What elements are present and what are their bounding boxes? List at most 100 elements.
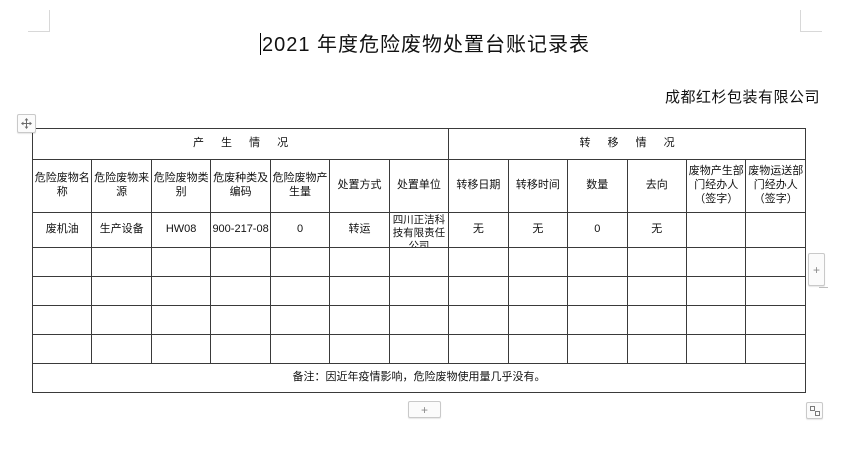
- table-cell[interactable]: HW08: [150, 212, 212, 248]
- column-header-cell[interactable]: 危险废物类别: [150, 159, 212, 213]
- table-cell[interactable]: [685, 305, 747, 335]
- table-cell[interactable]: [745, 247, 806, 277]
- table-cell[interactable]: 无: [507, 212, 569, 248]
- table-cell[interactable]: [210, 334, 271, 364]
- table-note-row[interactable]: 备注：因近年疫情影响，危险废物使用量几乎没有。: [32, 363, 806, 393]
- note-cell[interactable]: 备注：因近年疫情影响，危险废物使用量几乎没有。: [32, 363, 806, 393]
- add-column-label: +: [812, 262, 820, 277]
- table-cell[interactable]: [31, 334, 93, 364]
- table-cell[interactable]: [626, 305, 687, 335]
- table-cell[interactable]: 900-217-08: [210, 212, 271, 248]
- table-cell[interactable]: [31, 276, 93, 306]
- table-cell[interactable]: [329, 276, 390, 306]
- table-row[interactable]: 废机油 生产设备 HW08 900-217-08 0 转运 四川正洁科技有限责任公司无无 0 无: [31, 212, 806, 248]
- ledger-table-container[interactable]: 产 生 情 况转 移 情 况危险废物名称 危险废物来源 危险废物类别 危废种类及编码危…: [31, 128, 806, 393]
- table-cell[interactable]: [150, 276, 212, 306]
- page-title-text: 2021 年度危险废物处置台账记录表: [261, 34, 591, 56]
- table-cell[interactable]: [31, 305, 93, 335]
- column-header-cell[interactable]: 处置方式: [329, 159, 390, 213]
- table-cell[interactable]: [448, 334, 509, 364]
- column-header-cell[interactable]: 废物产生部门经办人（签字）: [685, 159, 747, 213]
- table-cell[interactable]: [150, 247, 212, 277]
- table-cell[interactable]: [745, 305, 806, 335]
- ledger-table[interactable]: 产 生 情 况转 移 情 况危险废物名称 危险废物来源 危险废物类别 危废种类及编码危…: [31, 128, 806, 393]
- table-row[interactable]: [31, 334, 806, 364]
- table-cell[interactable]: [150, 334, 212, 364]
- table-cell[interactable]: [567, 276, 628, 306]
- table-cell[interactable]: 无: [626, 212, 687, 248]
- table-cell[interactable]: 转运: [329, 212, 390, 248]
- table-cell[interactable]: 0: [269, 212, 331, 248]
- table-cell[interactable]: [210, 305, 271, 335]
- table-cell[interactable]: [745, 276, 806, 306]
- table-cell[interactable]: [685, 247, 747, 277]
- table-cell[interactable]: 废机油: [31, 212, 93, 248]
- table-cell[interactable]: [269, 334, 331, 364]
- table-cell[interactable]: [448, 247, 509, 277]
- table-cell[interactable]: [329, 334, 390, 364]
- table-edge-tick: [819, 287, 828, 288]
- column-header-cell[interactable]: 危险废物产生量: [269, 159, 331, 213]
- table-cell[interactable]: [329, 247, 390, 277]
- table-cell[interactable]: [507, 305, 569, 335]
- column-header-cell[interactable]: 危废种类及编码: [210, 159, 271, 213]
- table-cell[interactable]: [567, 334, 628, 364]
- column-header-cell[interactable]: 转移时间: [507, 159, 569, 213]
- table-cell[interactable]: [448, 305, 509, 335]
- table-cell[interactable]: 0: [567, 212, 628, 248]
- table-cell[interactable]: [745, 212, 806, 248]
- add-column-button[interactable]: +: [808, 253, 825, 286]
- table-cell[interactable]: [31, 247, 93, 277]
- table-cell[interactable]: [626, 247, 687, 277]
- table-cell[interactable]: 四川正洁科技有限责任公司: [388, 212, 450, 248]
- table-cell[interactable]: 生产设备: [91, 212, 152, 248]
- table-move-handle[interactable]: [17, 114, 36, 133]
- table-cell[interactable]: [269, 276, 331, 306]
- column-header-cell[interactable]: 废物运送部门经办人（签字）: [745, 159, 806, 213]
- column-header-cell[interactable]: 数量: [567, 159, 628, 213]
- table-cell[interactable]: [91, 276, 152, 306]
- table-cell[interactable]: [210, 247, 271, 277]
- column-header-cell[interactable]: 处置单位: [388, 159, 450, 213]
- column-header-cell[interactable]: 危险废物名称: [31, 159, 93, 213]
- company-name[interactable]: 成都红杉包装有限公司: [664, 89, 820, 106]
- table-cell[interactable]: [91, 247, 152, 277]
- table-cell[interactable]: [329, 305, 390, 335]
- table-row[interactable]: [31, 247, 806, 277]
- table-cell[interactable]: [91, 334, 152, 364]
- page-title[interactable]: 2021 年度危险废物处置台账记录表: [0, 28, 850, 57]
- column-header-cell[interactable]: 转移日期: [448, 159, 509, 213]
- table-cell[interactable]: [685, 212, 747, 248]
- table-row[interactable]: [31, 305, 806, 335]
- table-cell[interactable]: [685, 276, 747, 306]
- table-cell[interactable]: [388, 276, 450, 306]
- table-cell[interactable]: [507, 247, 569, 277]
- table-cell[interactable]: [388, 334, 450, 364]
- group-header-cell[interactable]: 转 移 情 况: [448, 128, 806, 160]
- column-header-cell[interactable]: 危险废物来源: [91, 159, 152, 213]
- table-resize-handle[interactable]: [806, 402, 823, 419]
- table-cell[interactable]: [388, 247, 450, 277]
- add-row-button[interactable]: +: [408, 401, 441, 418]
- table-cell[interactable]: 无: [448, 212, 509, 248]
- table-cell[interactable]: [685, 334, 747, 364]
- table-cell[interactable]: [150, 305, 212, 335]
- table-cell[interactable]: [567, 305, 628, 335]
- column-header-cell[interactable]: 去向: [626, 159, 687, 213]
- group-header-cell[interactable]: 产 生 情 况: [31, 128, 450, 160]
- table-cell[interactable]: [507, 276, 569, 306]
- table-cell[interactable]: [91, 305, 152, 335]
- table-cell[interactable]: [507, 334, 569, 364]
- table-cell[interactable]: [269, 247, 331, 277]
- table-cell[interactable]: [269, 305, 331, 335]
- table-cell[interactable]: [210, 276, 271, 306]
- table-cell[interactable]: [388, 305, 450, 335]
- table-cell[interactable]: [567, 247, 628, 277]
- table-cell[interactable]: [745, 334, 806, 364]
- overflowing-cell-text: 四川正洁科技有限责任公司: [392, 214, 446, 248]
- table-cell[interactable]: [448, 276, 509, 306]
- table-cell[interactable]: [626, 334, 687, 364]
- table-row[interactable]: [31, 276, 806, 306]
- table-cell[interactable]: [626, 276, 687, 306]
